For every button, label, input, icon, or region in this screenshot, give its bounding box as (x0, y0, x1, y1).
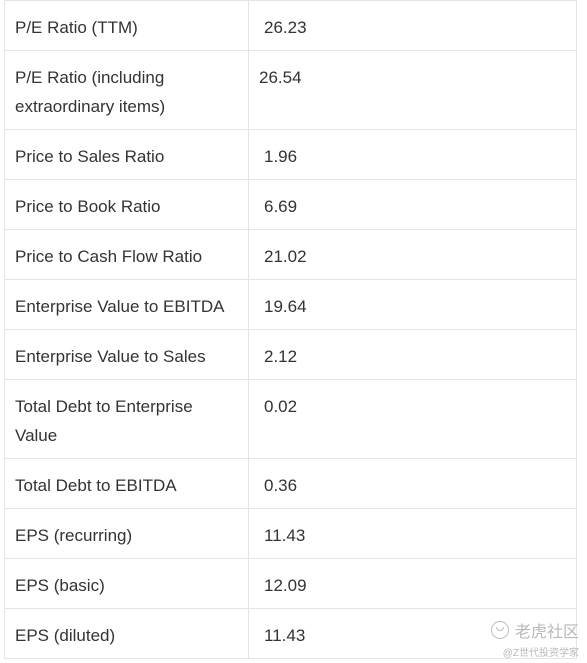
row-value: 11.43 (249, 509, 577, 558)
row-value: 12.09 (249, 559, 577, 608)
row-value: 6.69 (249, 180, 577, 229)
row-label: P/E Ratio (TTM) (5, 1, 249, 50)
row-label: Price to Book Ratio (5, 180, 249, 229)
table-row: EPS (diluted) 11.43 (5, 609, 577, 659)
row-label: Price to Cash Flow Ratio (5, 230, 249, 279)
table-row: Enterprise Value to Sales 2.12 (5, 330, 577, 380)
table-row: P/E Ratio (including extraordinary items… (5, 51, 577, 130)
watermark-handle: @Z世代投资学家 (502, 648, 579, 659)
row-label: Total Debt to Enterprise Value (5, 380, 249, 458)
row-value: 11.43 (249, 609, 577, 658)
row-label: EPS (basic) (5, 559, 249, 608)
row-value: 0.02 (249, 380, 577, 458)
ratios-table: P/E Ratio (TTM) 26.23 P/E Ratio (includi… (4, 0, 577, 659)
row-label: Enterprise Value to Sales (5, 330, 249, 379)
row-value: 1.96 (249, 130, 577, 179)
table-row: P/E Ratio (TTM) 26.23 (5, 1, 577, 51)
row-label: P/E Ratio (including extraordinary items… (5, 51, 249, 129)
row-value: 21.02 (249, 230, 577, 279)
tiger-logo-icon (490, 621, 509, 639)
table-row: EPS (recurring) 11.43 (5, 509, 577, 559)
row-value: 2.12 (249, 330, 577, 379)
table-row: Total Debt to Enterprise Value 0.02 (5, 380, 577, 459)
table-row: EPS (basic) 12.09 (5, 559, 577, 609)
table-row: Price to Cash Flow Ratio 21.02 (5, 230, 577, 280)
watermark-brand: 老虎社区 (514, 624, 579, 641)
table-row: Price to Sales Ratio 1.96 (5, 130, 577, 180)
row-value: 26.23 (249, 1, 577, 50)
row-value: 26.54 (249, 51, 577, 129)
row-label: Total Debt to EBITDA (5, 459, 249, 508)
row-label: EPS (recurring) (5, 509, 249, 558)
row-value: 0.36 (249, 459, 577, 508)
table-row: Price to Book Ratio 6.69 (5, 180, 577, 230)
row-label: Enterprise Value to EBITDA (5, 280, 249, 329)
row-label: Price to Sales Ratio (5, 130, 249, 179)
table-row: Enterprise Value to EBITDA 19.64 (5, 280, 577, 330)
table-row: Total Debt to EBITDA 0.36 (5, 459, 577, 509)
row-value: 19.64 (249, 280, 577, 329)
row-label: EPS (diluted) (5, 609, 249, 658)
watermark: 老虎社区 @Z世代投资学家 (490, 618, 579, 659)
